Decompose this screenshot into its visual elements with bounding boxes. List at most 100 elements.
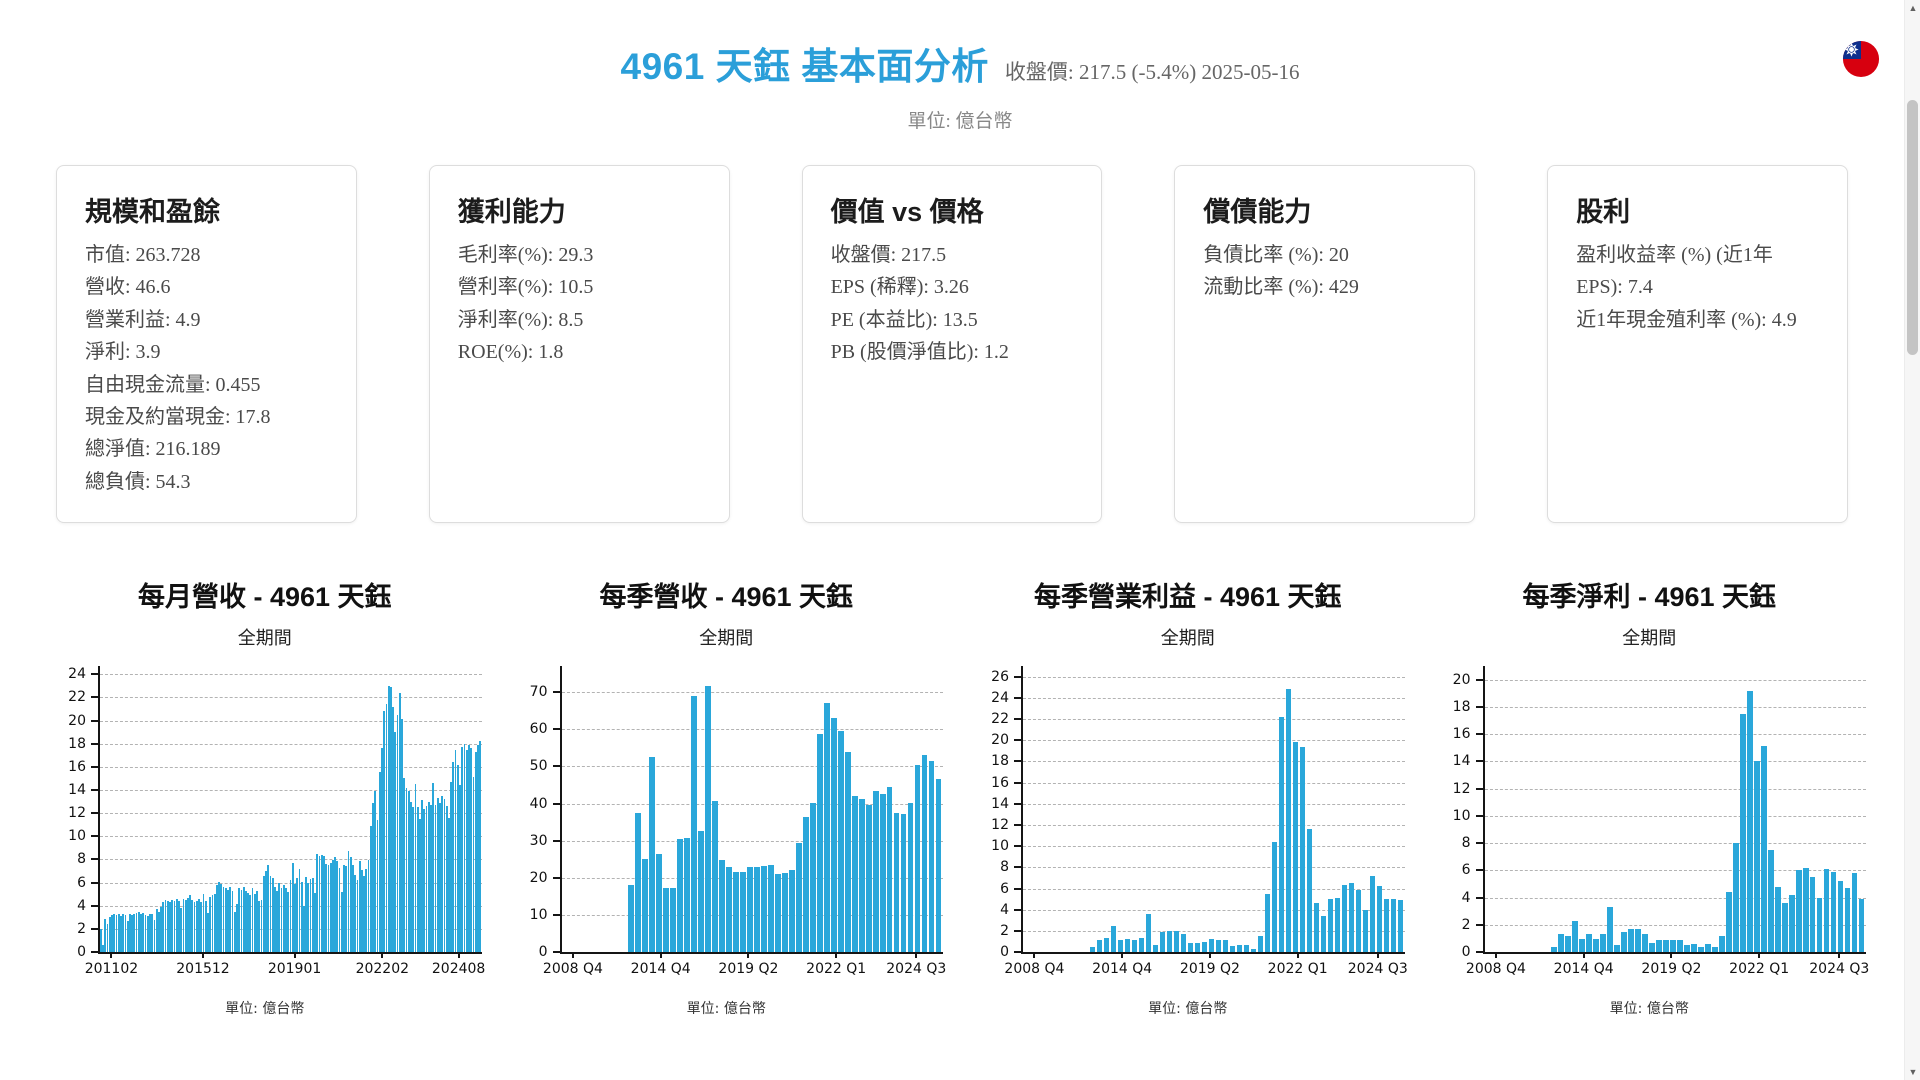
gridline [1484,843,1866,845]
x-axis-tick [747,952,750,959]
gridline [1023,761,1405,763]
bar [102,945,104,953]
bar [880,793,886,953]
x-axis-label: 2019 Q2 [1641,961,1702,978]
gridline [1484,706,1866,708]
x-axis-tick [1758,952,1761,959]
bar [249,895,252,953]
bar [432,783,435,953]
bar [1621,931,1627,953]
y-axis-tick [552,876,560,879]
bar [1187,942,1194,953]
y-axis-tick [552,839,560,842]
scrollbar-thumb[interactable] [1907,100,1918,355]
bar [1614,945,1620,953]
y-axis-label: 20 [1452,671,1471,688]
gridline [561,840,943,842]
bar [236,903,238,953]
x-axis-tick [293,952,296,959]
y-axis-label: 14 [1452,753,1471,770]
card-line: 市值: 263.728 [85,244,201,266]
bar [1222,940,1229,953]
bar [796,843,802,953]
bar [405,787,408,953]
bar [761,865,767,953]
card-dividend: 股利 盈利收益率 (%) (近1年EPS): 7.4 近1年現金殖利率 (%):… [1547,165,1848,524]
card-line: 負債比率 (%): 20 [1203,244,1349,266]
scroll-up-button[interactable]: ▲ [1908,3,1918,13]
bar [461,747,464,953]
y-axis-tick [552,728,560,731]
bar [412,807,415,953]
bar [789,870,795,953]
bar [747,867,753,953]
bar [151,913,154,953]
y-axis-tick [1014,739,1021,742]
bar [271,878,274,953]
gridline [1023,697,1405,699]
card-title: 規模和盈餘 [85,197,220,227]
scrollbar[interactable]: ▲ ▼ [1904,0,1920,1080]
gridline [1484,761,1866,763]
bar [1362,909,1368,953]
bar [398,692,401,953]
bar [642,859,648,953]
bar [1250,948,1257,953]
bar [1726,892,1732,953]
bar [222,887,225,953]
closing-price-subtitle: 收盤價: 217.5 (-5.4%) 2025-05-16 [1004,60,1300,84]
y-axis-tick [1475,869,1483,872]
chart-subtitle: 全期間 [1622,628,1677,649]
bar [338,867,341,953]
bar [224,888,227,953]
bar [184,900,187,953]
bar [845,751,851,953]
bar [361,869,363,953]
x-axis-label: 2014 Q4 [1553,961,1614,978]
y-axis-label: 18 [991,753,1009,770]
bar [336,860,339,953]
y-axis-tick [1014,929,1021,932]
gridline [1484,679,1866,681]
bar [1754,761,1760,953]
bar [1397,900,1403,953]
bar [1110,925,1117,953]
bar [238,888,241,953]
bar [1852,873,1858,953]
bar [1670,939,1676,953]
y-axis-label: 4 [1000,901,1009,918]
bar [1285,689,1292,953]
bar [309,879,312,953]
y-axis-tick [552,765,560,768]
gridline [561,729,943,731]
bar [100,928,102,953]
bar [262,875,265,953]
bar [1593,938,1599,953]
bar [1579,938,1585,953]
bar [1243,944,1250,953]
x-axis-tick [202,952,204,959]
x-axis-label: 2019 Q2 [1179,961,1240,978]
y-axis-tick [1475,760,1483,763]
x-axis-label: 202202 [355,961,410,978]
x-axis-label: 2024 Q3 [886,961,947,978]
bar [443,799,446,953]
y-axis-label: 26 [991,668,1009,685]
scroll-down-button[interactable]: ▼ [1908,1067,1918,1077]
gridline [1023,719,1405,721]
gridline [100,790,482,792]
bar [372,802,374,953]
bar [1796,870,1802,953]
bar [1691,943,1697,953]
bar [365,868,368,953]
y-axis-tick [1014,802,1021,805]
bar [726,866,732,953]
bar [207,912,209,953]
gridline [1484,815,1866,817]
x-axis-tick [1670,952,1673,959]
bar [178,901,180,953]
bar [1264,893,1271,953]
gridline [100,813,482,815]
y-axis-tick [1475,678,1483,681]
gridline [1023,909,1405,911]
